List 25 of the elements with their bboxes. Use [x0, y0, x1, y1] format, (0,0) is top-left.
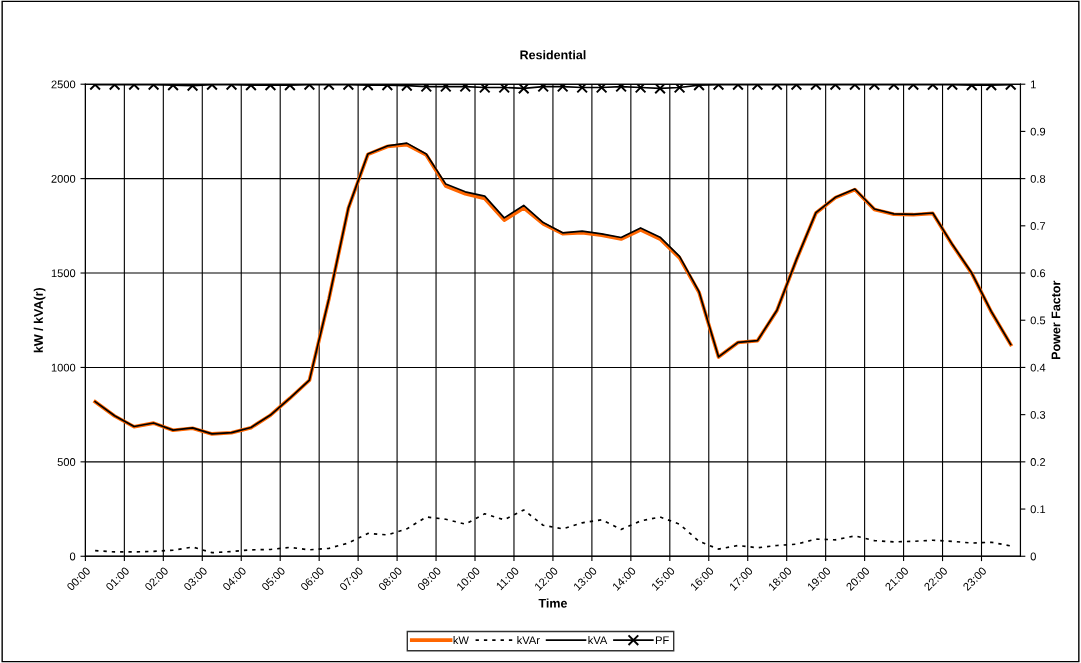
legend-label: kW [453, 636, 469, 645]
y-tick-label: 500 [57, 458, 76, 466]
x-axis-title: Time [538, 598, 567, 608]
legend-label: PF [655, 636, 669, 645]
y-tick-label: 1000 [51, 363, 76, 372]
y2-tick-label: 0.1 [1030, 505, 1046, 514]
y2-tick-label: 0.4 [1030, 363, 1046, 372]
y2-tick-label: 0.5 [1030, 316, 1046, 325]
y-axis-title: kW / kVA(r) [33, 287, 46, 353]
y-tick-label: 2000 [51, 174, 76, 183]
y2-tick-label: 0.9 [1030, 127, 1046, 136]
legend-label: kVA [588, 636, 608, 645]
y-tick-label: 2500 [51, 80, 76, 89]
y2-tick-label: 0 [1030, 552, 1036, 561]
y2-axis-title: Power Factor [1051, 280, 1061, 359]
y2-tick-label: 0.7 [1030, 222, 1046, 230]
legend-label: kVAr [517, 636, 540, 645]
y2-tick-label: 0.2 [1030, 458, 1046, 466]
y2-tick-label: 0.8 [1030, 174, 1046, 183]
y-tick-label: 0 [69, 552, 76, 561]
y2-tick-label: 0.3 [1030, 410, 1046, 419]
chart-title: Residential [520, 50, 586, 60]
y2-tick-label: 0.6 [1030, 269, 1046, 278]
y-tick-label: 1500 [51, 269, 76, 278]
y2-tick-label: 1 [1031, 80, 1036, 89]
